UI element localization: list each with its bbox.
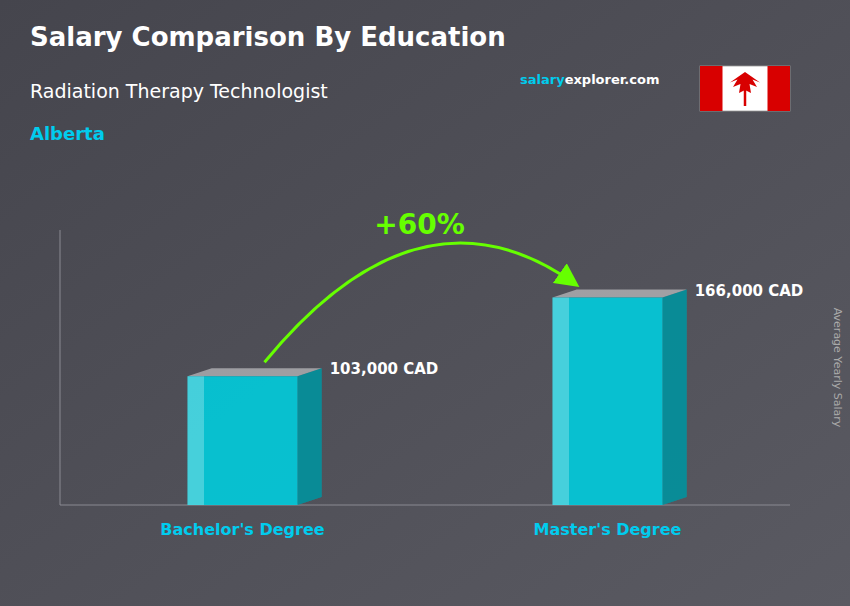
category-label: Master's Degree (534, 520, 682, 539)
flag-band (700, 66, 723, 111)
background (0, 0, 850, 606)
value-label: 103,000 CAD (330, 360, 439, 378)
category-label: Bachelor's Degree (160, 520, 324, 539)
website-part: explorer.com (565, 72, 660, 87)
pct-change: +60% (374, 208, 464, 241)
website-part: salary (520, 72, 565, 87)
flag-band (768, 66, 791, 111)
website: salaryexplorer.com (520, 72, 659, 87)
bar-highlight (188, 376, 205, 505)
subtitle: Radiation Therapy Technologist (30, 80, 328, 102)
location: Alberta (30, 123, 105, 144)
bar-side (663, 290, 687, 506)
bars (188, 290, 687, 506)
change-arrow (265, 243, 575, 362)
flag-stem (744, 90, 747, 106)
bar-side-shade (298, 368, 322, 505)
bar-side (298, 368, 322, 505)
title: Salary Comparison By Education (30, 22, 506, 52)
bar (188, 376, 298, 505)
chart: Salary Comparison By Education Radiation … (0, 0, 850, 606)
value-axis-line (60, 230, 61, 505)
flag-leaf (730, 72, 760, 93)
bar (553, 298, 663, 506)
flag (700, 66, 790, 111)
baseline (60, 505, 790, 506)
flag-field (700, 66, 790, 111)
value-label: 166,000 CAD (695, 282, 804, 300)
y-label: Average Yearly Salary (831, 308, 844, 428)
bar-highlight (553, 298, 570, 506)
bar-side-shade (663, 290, 687, 506)
